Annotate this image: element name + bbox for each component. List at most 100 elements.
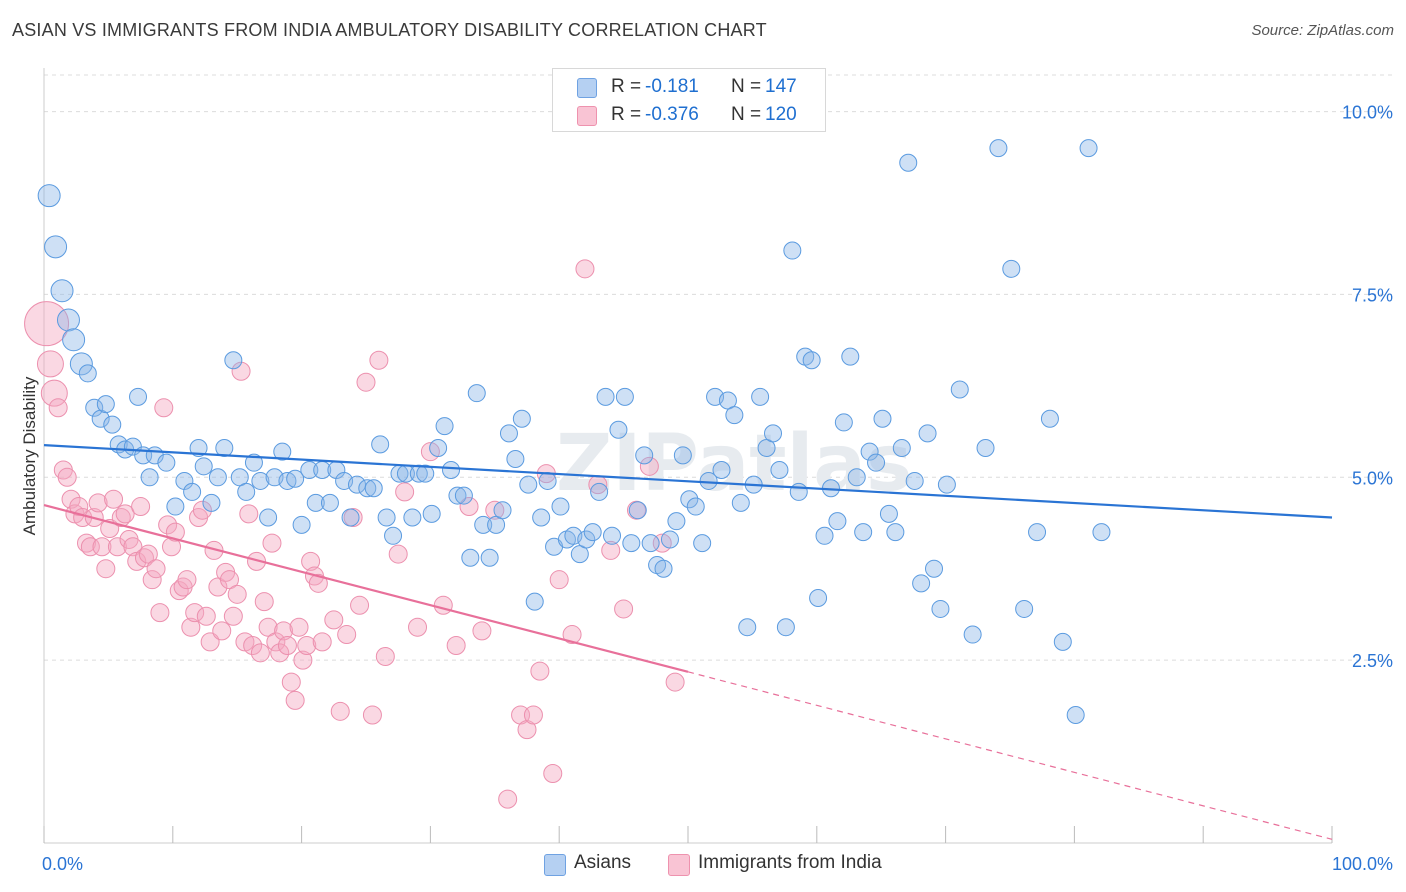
india-point [301,551,321,571]
asian-point [454,486,473,505]
asian-point [931,599,950,618]
india-point [192,500,212,520]
india-point [80,537,100,557]
india-point [308,573,328,593]
asian-point [237,482,256,501]
india-point [530,661,550,681]
asian-point [925,559,944,578]
asian-point [189,439,208,458]
asian-point [577,530,596,549]
asian-point [358,479,377,498]
asian-point [879,504,898,523]
india-point [219,570,239,590]
india-point [614,599,634,619]
india-point [337,625,357,645]
india-trend-line [43,504,689,673]
india-point [146,559,166,579]
legend-row-india: R = -0.376 N = 120 [553,100,825,128]
asian-point [937,475,956,494]
asian-point [525,592,544,611]
india-point [262,533,282,553]
asian-point [467,384,486,403]
asian-point [783,241,802,260]
legend-swatch-asians [577,78,597,98]
asians-trend-line [43,444,1333,519]
asian-point [1079,139,1098,158]
india-point [61,489,81,509]
asian-point [244,453,263,472]
asian-point [1092,523,1111,542]
asian-point [976,439,995,458]
asian-point [286,469,305,488]
asian-point [493,501,512,520]
asian-point [103,415,122,434]
india-point [250,643,270,663]
india-point [150,603,170,623]
india-point [543,764,563,784]
india-point [395,482,415,502]
asian-point [512,409,531,428]
india-point [200,632,220,652]
asian-point [157,453,176,472]
y-axis-label: Ambulatory Disability [20,376,39,535]
source-label: Source: ZipAtlas.com [1251,22,1394,39]
asian-point [519,475,538,494]
india-point [36,350,64,378]
asian-point [654,559,673,578]
india-point [231,361,251,381]
asian-point [292,515,311,534]
asian-point [183,482,202,501]
india-trend-line-extension [687,671,1333,840]
asian-point [886,523,905,542]
asian-point [590,482,609,501]
india-point [601,540,621,560]
x-tick-label: 0.0% [42,854,83,874]
asian-point [44,235,68,259]
asian-point [667,512,686,531]
asian-point [764,424,783,443]
india-point [123,537,143,557]
india-point [48,398,68,418]
asian-point [69,352,93,376]
asian-point [474,515,493,534]
asian-point [78,364,97,383]
y-tick-label: 10.0% [1342,103,1393,123]
asian-point [712,460,731,479]
asian-point [660,530,679,549]
legend-swatch-india [577,106,597,126]
asian-point [770,460,789,479]
asian-point [208,468,227,487]
india-point [258,617,278,637]
asian-point [429,439,448,458]
asian-point [448,486,467,505]
asian-point [56,308,80,332]
india-point [107,537,127,557]
y-tick-label: 2.5% [1352,651,1393,671]
india-point [433,595,453,615]
asian-point [905,471,924,490]
y-tick-label: 7.5% [1352,285,1393,305]
india-point [274,621,294,641]
asian-point [673,446,692,465]
watermark: ZIPatlas [556,419,912,509]
asian-point [129,387,148,406]
india-point [266,632,286,652]
legend-n-label: N = [731,76,762,97]
india-point [181,617,201,637]
india-point [243,636,263,656]
asian-point [306,493,325,512]
india-point [158,515,178,535]
legend-box: R = -0.181 N = 147 R = -0.376 N = 120 [552,68,826,132]
asian-point [1053,632,1072,651]
asian-point [224,351,243,370]
asian-point [912,574,931,593]
india-point [297,636,317,656]
asian-point [834,413,853,432]
asian-point [1040,409,1059,428]
asian-point [873,409,892,428]
asian-point [435,417,454,436]
asian-point [950,380,969,399]
asian-point [371,435,390,454]
india-point [369,350,389,370]
asian-point [899,153,918,172]
